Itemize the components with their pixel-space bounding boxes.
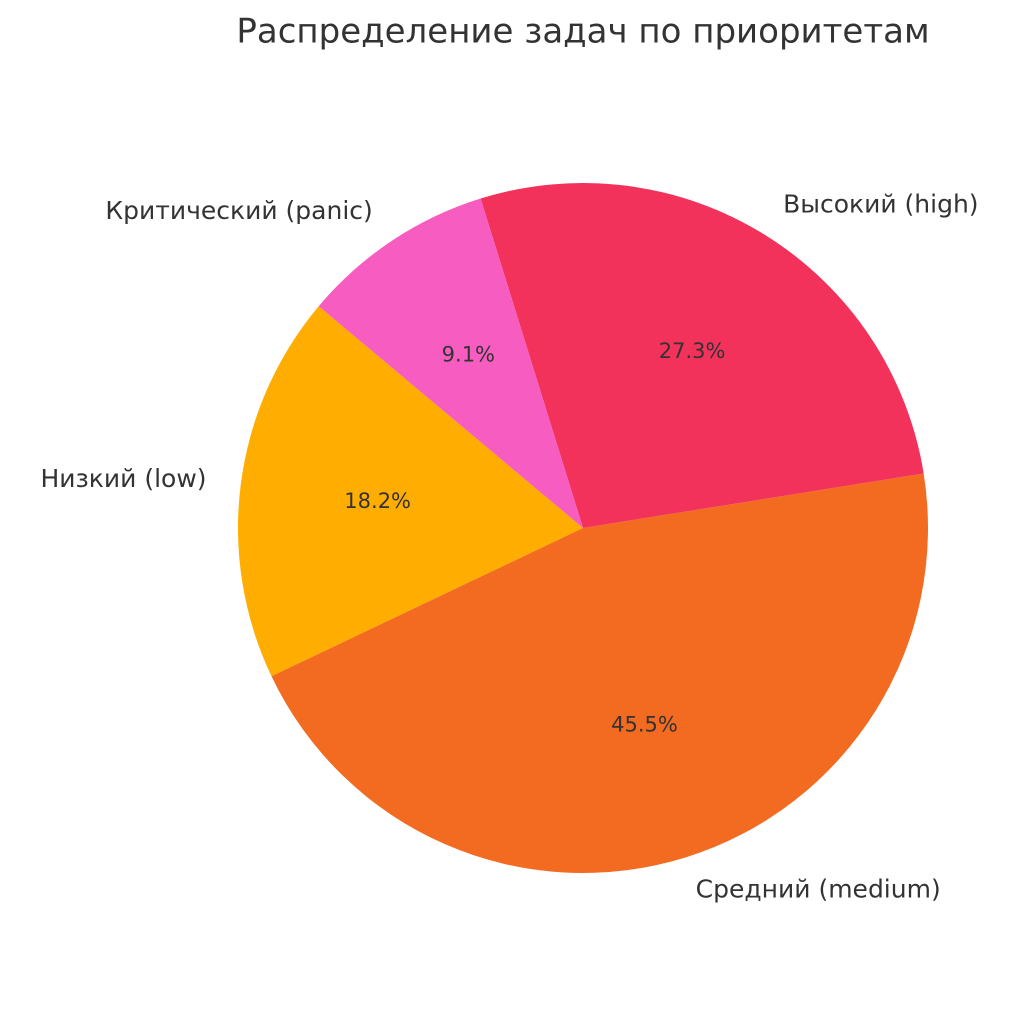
- pie-slice: [480, 183, 924, 528]
- slice-label: Средний (medium): [696, 874, 941, 903]
- chart-title: Распределение задач по приоритетам: [236, 12, 929, 52]
- slice-label: Высокий (high): [783, 190, 978, 219]
- percent-label: 45.5%: [611, 713, 678, 737]
- slice-label: Низкий (low): [40, 464, 206, 493]
- percent-label: 27.3%: [659, 339, 726, 363]
- slice-label: Критический (panic): [105, 196, 372, 225]
- pie-slice: [271, 473, 928, 874]
- percent-label: 9.1%: [442, 343, 495, 367]
- percent-label: 18.2%: [344, 489, 411, 513]
- pie-slice: [238, 306, 584, 677]
- pie-slice: [318, 198, 583, 529]
